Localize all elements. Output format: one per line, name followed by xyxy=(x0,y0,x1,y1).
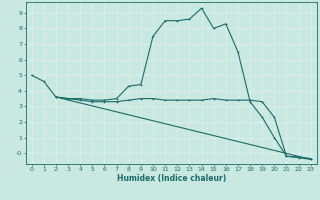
X-axis label: Humidex (Indice chaleur): Humidex (Indice chaleur) xyxy=(116,174,226,183)
